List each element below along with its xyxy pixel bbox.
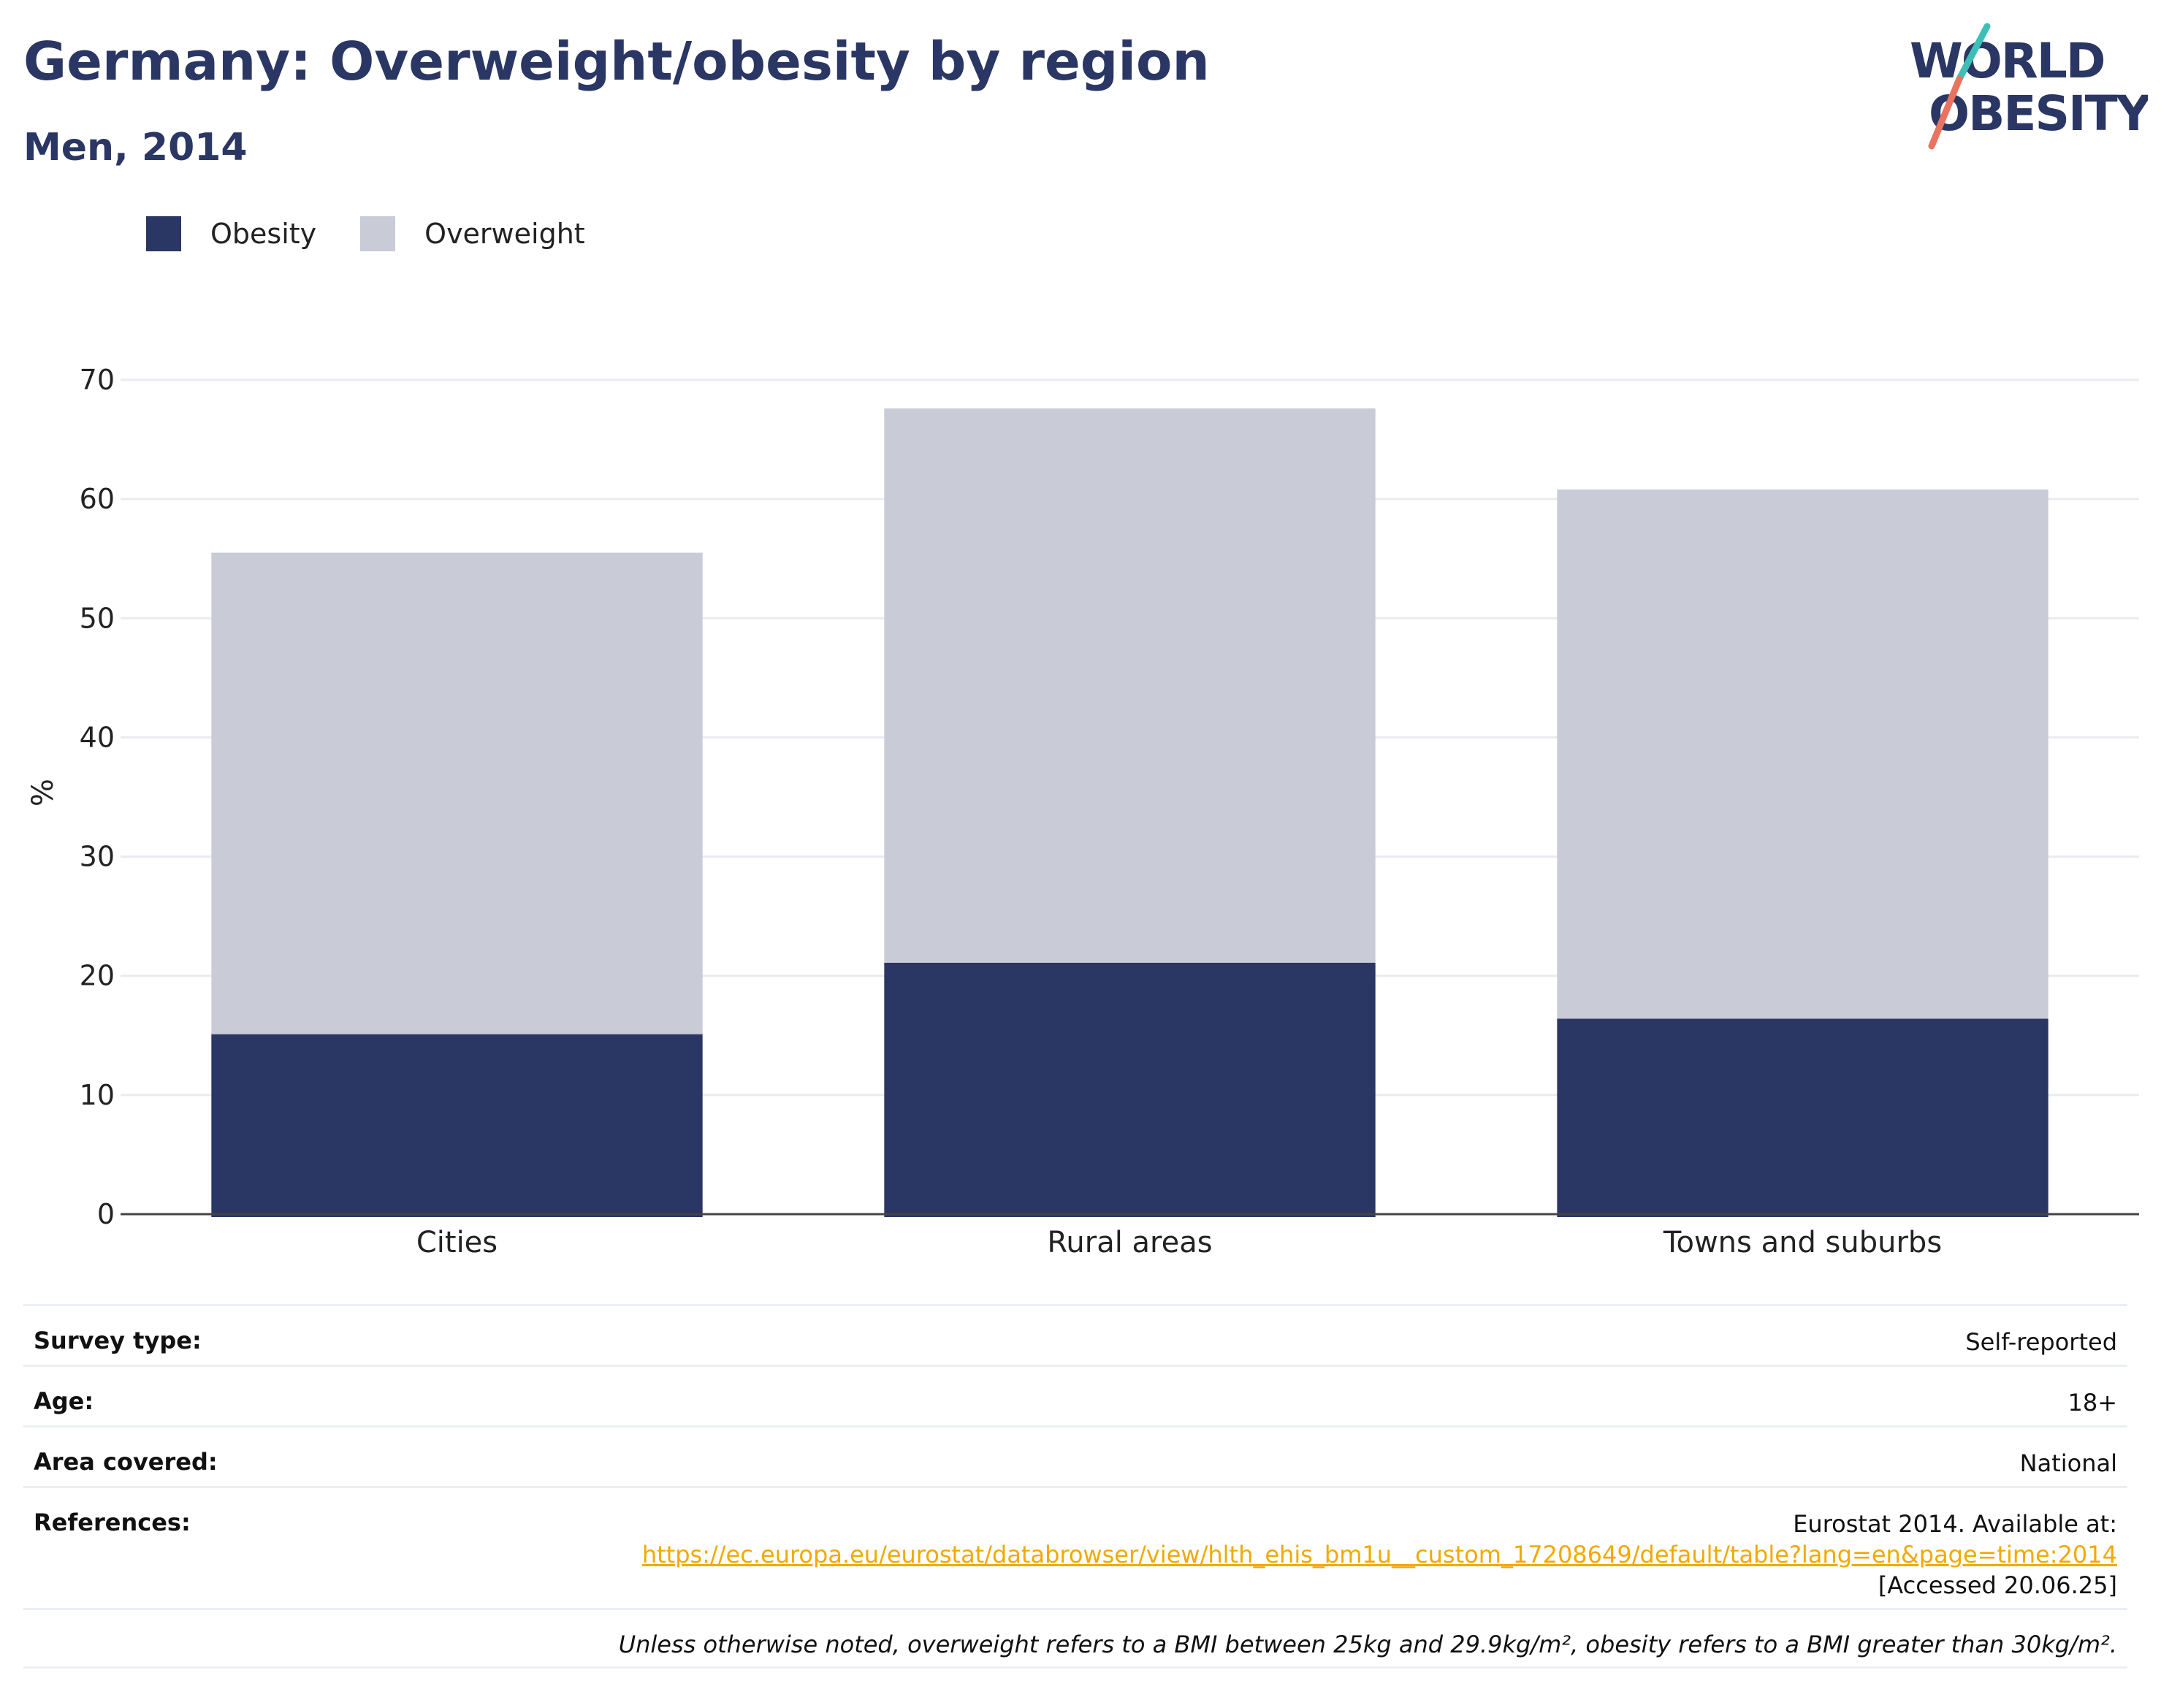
age-value: 18+ [2067,1389,2117,1417]
references-value: Eurostat 2014. Available at: https://ec.… [642,1509,2117,1601]
references-accessed: [Accessed 20.06.25] [1878,1571,2117,1599]
legend-label-overweight: Overweight [424,218,585,250]
y-tick-label: 20 [80,960,115,992]
bar-obesity[interactable] [1557,1018,2048,1217]
bar-overweight[interactable] [211,552,703,1034]
legend-swatch-overweight [360,216,396,251]
legend-item-overweight[interactable]: Overweight [360,216,585,251]
y-tick-label: 50 [80,602,115,634]
info-table: Survey type: Self-reported Age: 18+ Area… [23,1304,2127,1669]
logo-word-world: WORLD [1910,33,2105,89]
info-row-area: Area covered: National [23,1425,2127,1486]
info-row-age: Age: 18+ [23,1365,2127,1425]
world-obesity-logo: WORLD OBESITY [1910,23,2148,150]
bar-obesity[interactable] [211,1034,703,1217]
references-label: References: [34,1509,191,1536]
bar-obesity[interactable] [884,962,1376,1217]
y-tick-label: 30 [80,841,115,873]
survey-type-value: Self-reported [1965,1328,2117,1356]
legend-swatch-obesity [146,216,181,251]
y-tick-label: 70 [80,364,115,396]
logo-slash-coral [1928,75,1963,150]
y-tick-label: 60 [80,483,115,515]
age-label: Age: [34,1387,94,1415]
chart-subtitle: Men, 2014 [23,126,248,169]
stacked-bar-chart: % 0 10 20 30 40 50 60 70 Cities Rural areas Towns … [26,364,2139,1259]
legend-item-obesity[interactable]: Obesity [146,216,316,251]
y-axis-label: % [26,779,60,807]
y-tick-label: 40 [80,721,115,753]
y-tick-label: 0 [97,1198,115,1230]
survey-type-label: Survey type: [34,1327,202,1354]
references-source: Eurostat 2014. Available at: [1793,1510,2117,1538]
area-covered-value: National [2019,1449,2117,1477]
x-tick-label: Rural areas [1047,1226,1212,1259]
bar-overweight[interactable] [1557,489,2048,1019]
x-tick-label: Cities [416,1226,498,1259]
info-row-survey-type: Survey type: Self-reported [23,1304,2127,1365]
legend-label-obesity: Obesity [210,218,317,250]
x-tick-label: Towns and suburbs [1663,1226,1942,1259]
y-tick-label: 10 [80,1079,115,1111]
footnote: Unless otherwise noted, overweight refer… [23,1608,2127,1669]
logo-word-obesity: OBESITY [1929,85,2148,142]
chart-title: Germany: Overweight/obesity by region [23,31,1210,92]
logo-slash-teal [1956,23,1991,83]
bar-overweight[interactable] [884,408,1376,963]
info-row-references: References: Eurostat 2014. Available at:… [23,1486,2127,1608]
references-link[interactable]: https://ec.europa.eu/eurostat/databrowse… [641,1541,2117,1568]
chart-legend: Obesity Overweight [146,216,629,251]
area-covered-label: Area covered: [34,1448,218,1476]
